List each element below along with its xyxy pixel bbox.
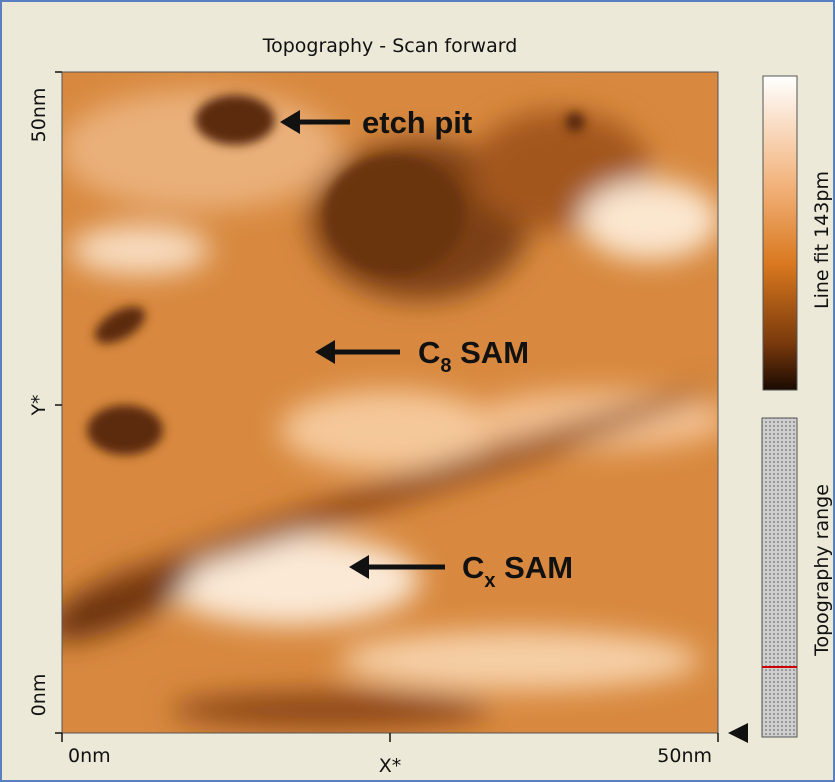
window-title: Topography - Scan forward bbox=[262, 35, 518, 57]
topography-image bbox=[37, 72, 730, 733]
range-bar[interactable] bbox=[762, 418, 797, 737]
y-axis-top: 50nm bbox=[28, 88, 50, 143]
ann-rest: SAM bbox=[496, 550, 574, 585]
ann-rest: SAM bbox=[452, 335, 530, 370]
x-axis-label: X* bbox=[379, 755, 402, 777]
colorbar bbox=[763, 76, 797, 390]
ann-base: C bbox=[462, 550, 484, 585]
ann-sub: 8 bbox=[440, 355, 451, 377]
y-axis-bottom: 0nm bbox=[28, 674, 50, 717]
screenshot: Topography - Scan forward 5 bbox=[0, 0, 835, 782]
ann-base: C bbox=[418, 335, 440, 370]
y-axis-label: Y* bbox=[28, 394, 50, 416]
page: Topography - Scan forward 5 bbox=[0, 0, 835, 782]
x-axis-left: 0nm bbox=[68, 745, 111, 767]
colorbar-label: Line fit 143pm bbox=[811, 171, 833, 309]
x-axis-right: 50nm bbox=[657, 745, 712, 767]
range-label: Topography range bbox=[811, 484, 833, 657]
ann-sub: x bbox=[484, 570, 495, 592]
annotation-etch-pit: etch pit bbox=[362, 105, 472, 140]
